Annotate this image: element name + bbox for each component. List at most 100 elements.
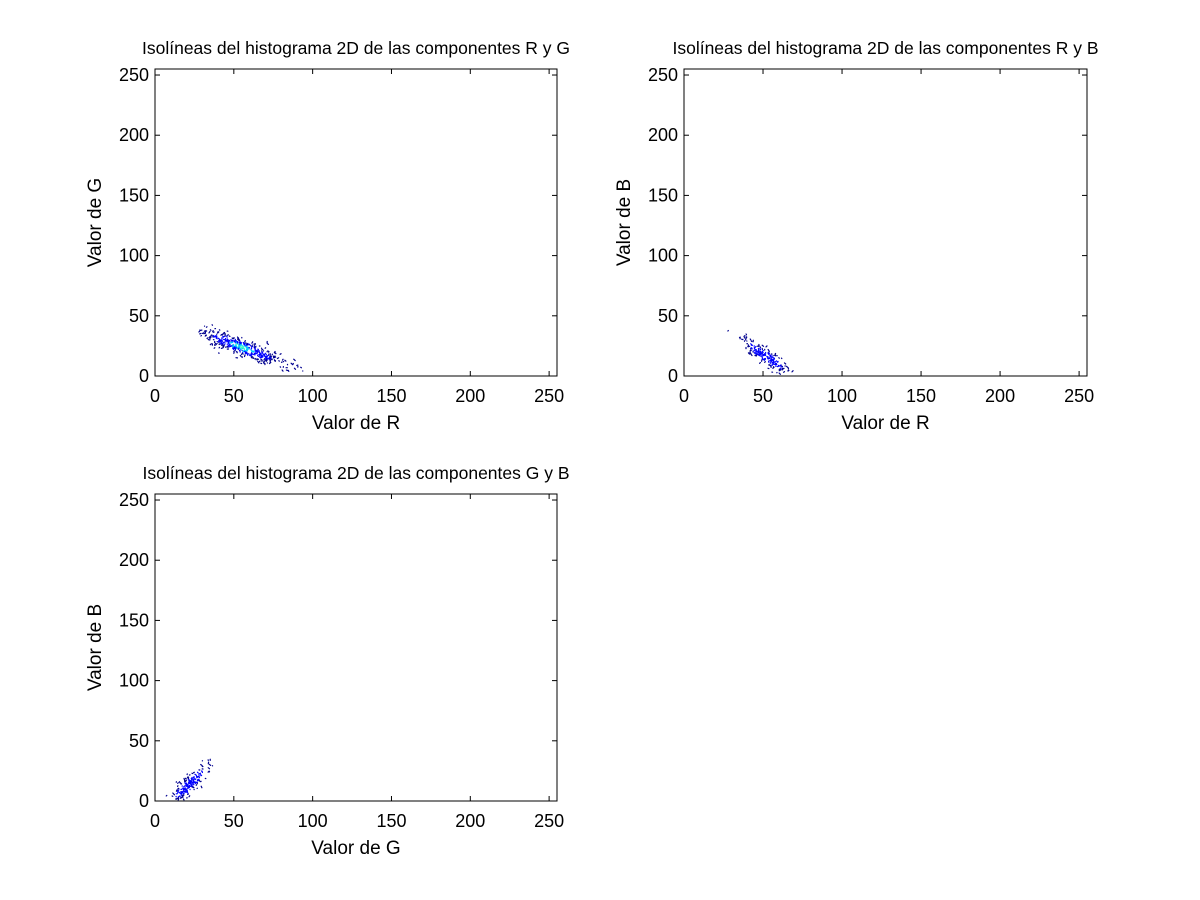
contour-segment bbox=[185, 790, 189, 794]
contour-segment bbox=[268, 361, 272, 365]
contour-segment bbox=[748, 352, 752, 354]
contour-segment bbox=[773, 354, 777, 357]
x-tick-label: 0 bbox=[150, 386, 160, 406]
x-tick-label: 200 bbox=[455, 811, 485, 831]
contour-segment bbox=[257, 360, 260, 364]
contour-segment bbox=[200, 763, 203, 767]
contour-segment bbox=[771, 362, 775, 365]
contour-segment bbox=[273, 355, 276, 358]
x-tick-label: 250 bbox=[534, 811, 564, 831]
y-tick-label: 0 bbox=[668, 366, 678, 386]
contour-segment bbox=[279, 353, 282, 355]
contour-segment bbox=[183, 785, 186, 788]
contour-segment bbox=[184, 779, 187, 783]
contour-segment bbox=[260, 351, 264, 354]
contour-segment bbox=[765, 345, 768, 348]
contour-segment bbox=[745, 333, 748, 336]
contour-segment bbox=[193, 781, 196, 784]
contour-segment bbox=[246, 342, 249, 346]
x-tick-label: 150 bbox=[906, 386, 936, 406]
contour-segment bbox=[770, 355, 773, 358]
x-tick-label: 50 bbox=[753, 386, 773, 406]
contour-segment bbox=[761, 344, 765, 347]
contour-segment bbox=[196, 775, 199, 779]
contour-segment bbox=[185, 783, 188, 787]
contour-segment bbox=[177, 798, 180, 801]
contour-segment bbox=[175, 788, 178, 792]
contour-segment bbox=[206, 337, 209, 339]
contour-segment bbox=[226, 339, 229, 343]
contour-segment bbox=[208, 330, 211, 334]
x-tick-label: 0 bbox=[679, 386, 689, 406]
contour-segment bbox=[198, 780, 201, 783]
contour-segment bbox=[264, 352, 267, 356]
contour-segment bbox=[231, 337, 234, 340]
contour-segment bbox=[783, 362, 787, 365]
contour-segment bbox=[195, 783, 198, 786]
contour-segment bbox=[287, 369, 290, 372]
contour-segment bbox=[215, 336, 218, 339]
x-tick-label: 50 bbox=[224, 811, 244, 831]
contour-segment bbox=[203, 330, 206, 332]
x-axis-label: Valor de R bbox=[312, 413, 400, 434]
x-axis-label: Valor de G bbox=[311, 838, 400, 859]
plot-area bbox=[154, 68, 558, 377]
contour-segment bbox=[769, 364, 772, 367]
y-tick-label: 100 bbox=[119, 671, 149, 691]
contour-segment bbox=[191, 786, 195, 789]
contour-segment bbox=[227, 334, 229, 337]
contour-segment bbox=[221, 333, 224, 336]
contour-segment bbox=[232, 347, 235, 351]
contour-segment bbox=[273, 350, 276, 354]
contour-lines bbox=[165, 758, 214, 801]
y-tick-label: 50 bbox=[129, 731, 149, 751]
contour-segment bbox=[247, 352, 249, 356]
contour-segment bbox=[209, 329, 212, 331]
contour-segment bbox=[236, 336, 239, 339]
contour-segment bbox=[182, 792, 185, 795]
contour-segment bbox=[180, 790, 183, 793]
contour-segment bbox=[218, 339, 220, 342]
chart-title: Isolíneas del histograma 2D de las compo… bbox=[142, 38, 570, 58]
contour-segment bbox=[259, 352, 262, 355]
contour-segment bbox=[778, 372, 782, 375]
contour-segment bbox=[281, 369, 284, 372]
y-tick-label: 50 bbox=[129, 306, 149, 326]
contour-segment bbox=[249, 354, 253, 356]
contour-segment bbox=[188, 779, 191, 782]
contour-segment bbox=[233, 347, 235, 350]
contour-segment bbox=[268, 356, 272, 359]
y-tick-label: 50 bbox=[658, 306, 678, 326]
contour-segment bbox=[774, 362, 777, 365]
contour-segment bbox=[208, 336, 211, 339]
contour-segment bbox=[182, 789, 185, 793]
contour-segment bbox=[230, 339, 233, 342]
contour-segment bbox=[178, 781, 181, 784]
contour-segment bbox=[281, 358, 284, 361]
contour-segment bbox=[781, 368, 784, 371]
contour-segment bbox=[240, 341, 243, 344]
contour-segment bbox=[180, 791, 184, 794]
contour-segment bbox=[198, 772, 200, 775]
contour-segment bbox=[753, 345, 757, 349]
contour-segment bbox=[238, 338, 241, 342]
chart-panel-2: 0 50 100 150 200 250 0 50 100 150 200 250 Isolíneas … bbox=[614, 38, 1099, 434]
y-tick-label: 100 bbox=[119, 246, 149, 266]
contour-segment bbox=[267, 350, 270, 353]
contour-segment bbox=[243, 354, 246, 358]
contour-segment bbox=[772, 366, 775, 369]
contour-segment bbox=[196, 778, 200, 782]
contour-segment bbox=[778, 369, 782, 372]
y-tick-label: 0 bbox=[139, 366, 149, 386]
contour-segment bbox=[209, 343, 212, 346]
contour-segment bbox=[192, 780, 195, 783]
x-tick-label: 200 bbox=[455, 386, 485, 406]
y-tick-label: 200 bbox=[119, 125, 149, 145]
contour-segment bbox=[745, 336, 748, 339]
contour-segment bbox=[248, 343, 252, 347]
contour-segment bbox=[253, 343, 256, 346]
contour-segment bbox=[237, 338, 240, 341]
x-tick-label: 250 bbox=[534, 386, 564, 406]
contour-segment bbox=[263, 359, 267, 362]
y-axis-label: Valor de B bbox=[85, 604, 106, 691]
